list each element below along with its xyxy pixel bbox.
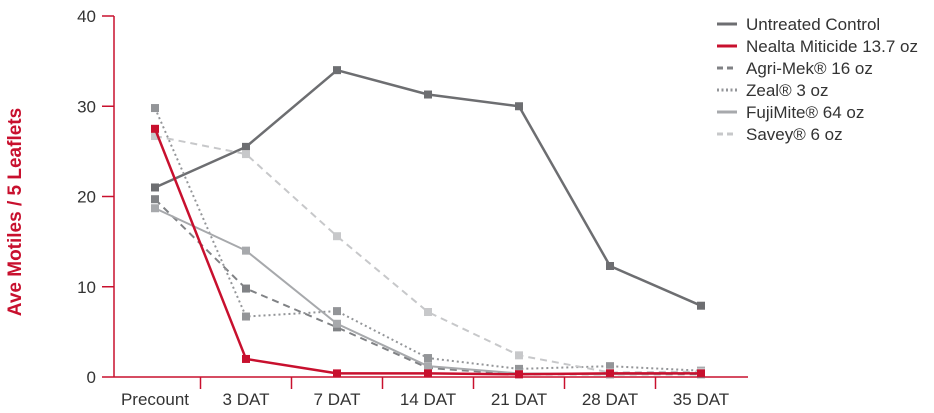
data-point [151, 124, 159, 133]
legend-item: Agri-Mek® 16 oz [717, 59, 873, 78]
data-point [242, 312, 250, 321]
data-point [606, 261, 614, 270]
legend-item: Savey® 6 oz [717, 125, 843, 144]
data-point [333, 319, 341, 328]
legend: Untreated Control Nealta Miticide 13.7 oz… [717, 15, 918, 144]
tick-labels: 0 10 20 30 40 Precount 3 DAT 7 DAT 14 DAT 21 DAT 2… [77, 7, 729, 409]
data-point [424, 90, 432, 99]
data-point [424, 369, 432, 378]
data-point [333, 232, 341, 241]
series-1 [151, 124, 705, 379]
series-line [154, 68, 702, 307]
data-point [151, 195, 159, 204]
legend-item: FujiMite® 64 oz [717, 103, 864, 122]
legend-label: Savey® 6 oz [746, 125, 843, 144]
data-point [515, 351, 523, 360]
series-line [154, 107, 702, 372]
data-point [515, 364, 523, 373]
data-point [333, 307, 341, 316]
series-line [153, 128, 701, 376]
data-point [424, 308, 432, 317]
y-tick-label: 10 [77, 278, 96, 297]
data-point [606, 362, 614, 371]
legend-label: Zeal® 3 oz [746, 81, 828, 100]
x-tick-label: Precount [121, 390, 189, 409]
legend-label: Untreated Control [746, 15, 880, 34]
data-point [424, 362, 432, 371]
data-point [515, 102, 523, 111]
legend-label: FujiMite® 64 oz [746, 103, 864, 122]
legend-label: Nealta Miticide 13.7 oz [746, 37, 918, 56]
y-tick-label: 0 [87, 368, 96, 387]
x-tick-label: 14 DAT [400, 390, 456, 409]
data-point [606, 369, 614, 378]
x-tick-label: 35 DAT [673, 390, 729, 409]
series-layer [151, 66, 705, 379]
y-tick-label: 20 [77, 188, 96, 207]
series-5 [151, 132, 705, 377]
y-axis-label: Ave Motiles / 5 Leaflets [5, 108, 26, 316]
y-tick-label: 30 [77, 97, 96, 116]
data-point [333, 369, 341, 378]
series-3 [151, 104, 705, 375]
data-point [242, 150, 250, 159]
axes [102, 15, 748, 389]
data-point [242, 142, 250, 151]
data-point [697, 369, 705, 378]
data-point [151, 204, 159, 213]
data-point [333, 66, 341, 75]
data-point [242, 284, 250, 293]
data-point [242, 246, 250, 255]
series-2 [151, 195, 705, 379]
legend-label: Agri-Mek® 16 oz [746, 59, 873, 78]
legend-item: Untreated Control [717, 15, 880, 34]
x-tick-label: 28 DAT [582, 390, 638, 409]
x-tick-label: 3 DAT [223, 390, 270, 409]
y-axis-label-group: Ave Motiles / 5 Leaflets [5, 108, 26, 316]
x-tick-label: 7 DAT [314, 390, 361, 409]
data-point [515, 370, 523, 379]
data-point [151, 183, 159, 192]
data-point [151, 104, 159, 113]
y-tick-label: 40 [77, 7, 96, 26]
series-0 [151, 66, 705, 310]
data-point [424, 354, 432, 363]
data-point [697, 301, 705, 310]
data-point [151, 132, 159, 141]
legend-item: Nealta Miticide 13.7 oz [717, 37, 918, 56]
legend-item: Zeal® 3 oz [717, 81, 828, 100]
x-tick-label: 21 DAT [491, 390, 547, 409]
data-point [242, 354, 250, 363]
series-line [154, 198, 701, 376]
series-4 [151, 204, 705, 379]
series-line [154, 207, 702, 376]
